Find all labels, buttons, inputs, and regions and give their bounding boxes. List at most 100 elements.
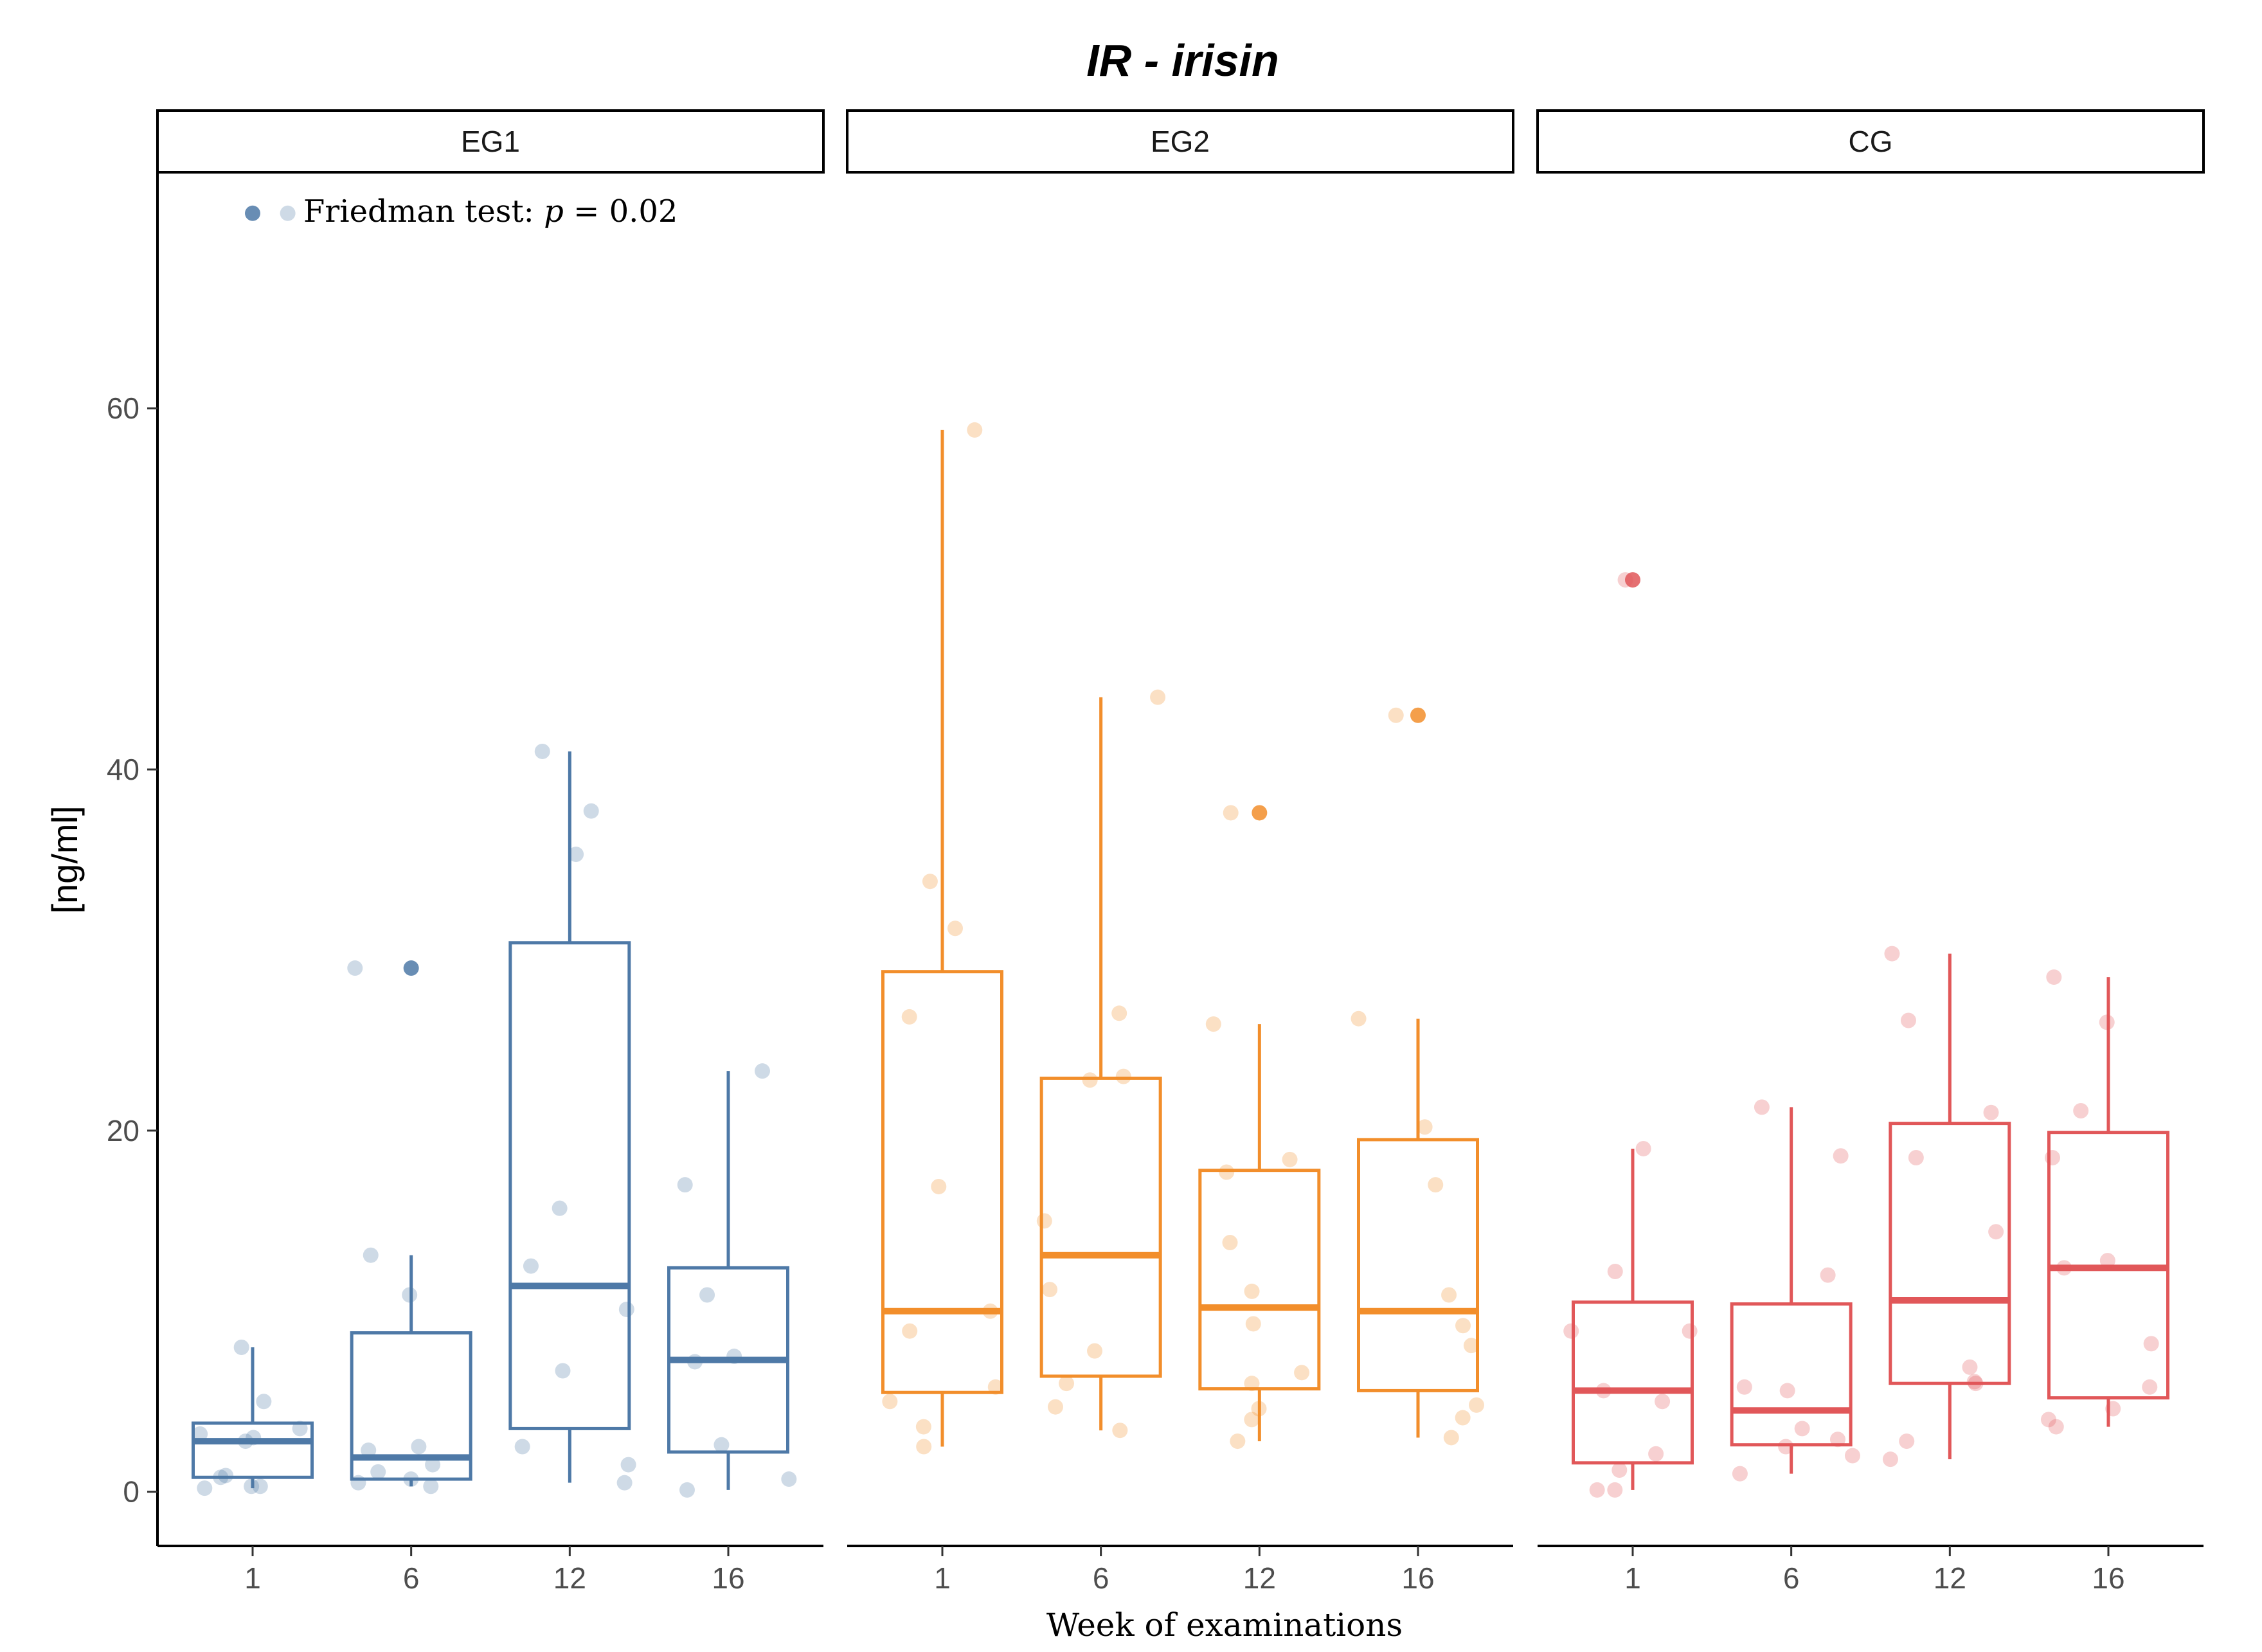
data-point: [616, 1475, 633, 1491]
data-point: [947, 920, 964, 937]
data-point: [726, 1349, 742, 1365]
x-axis-label: Week of examinations: [1046, 1606, 1403, 1644]
panel-cg: CG1 6 12 16: [1536, 109, 2205, 1595]
data-point: [1595, 1383, 1611, 1399]
data-point: [1607, 1264, 1623, 1279]
data-point: [922, 874, 938, 890]
data-point: [687, 1354, 703, 1370]
data-point: [1112, 1423, 1128, 1439]
data-point: [1966, 1374, 1982, 1390]
data-point: [1244, 1283, 1260, 1299]
box-eg2-week-12: [1198, 1169, 1321, 1391]
data-point: [1908, 1150, 1924, 1166]
data-point: [1884, 946, 1900, 962]
data-point: [1983, 1104, 1999, 1120]
data-point: [1468, 1397, 1484, 1413]
y-tick-label: 60: [107, 391, 139, 425]
data-point: [1251, 1401, 1267, 1417]
data-point: [514, 1439, 530, 1455]
strip-eg1: [156, 109, 825, 174]
data-point: [1882, 1451, 1898, 1468]
strip-label: EG2: [1151, 125, 1210, 158]
data-point: [1244, 1412, 1260, 1428]
data-point: [1443, 1430, 1459, 1446]
data-point: [1900, 1012, 1916, 1028]
data-point: [781, 1471, 797, 1487]
data-point: [1111, 1005, 1127, 1021]
data-point: [1829, 1432, 1845, 1448]
data-point: [237, 1433, 253, 1450]
friedman-annotation-prefix: Friedman test:: [303, 193, 544, 229]
box-eg1-week-1: [192, 1421, 314, 1479]
data-point: [1563, 1323, 1579, 1339]
strip-label: EG1: [461, 125, 520, 158]
data-point: [2046, 969, 2062, 985]
data-point: [361, 1442, 377, 1459]
data-point: [1282, 1151, 1298, 1167]
data-point: [280, 205, 296, 221]
strip-label: CG: [1849, 125, 1893, 158]
outlier-point: [1252, 805, 1268, 821]
x-tick-label: 1: [244, 1561, 261, 1595]
data-point: [2040, 1412, 2056, 1428]
data-point: [523, 1258, 539, 1274]
data-point: [2105, 1401, 2121, 1417]
outlier-point: [403, 960, 419, 976]
x-tick-label: 6: [1093, 1561, 1109, 1595]
data-point: [370, 1464, 386, 1480]
data-point: [2044, 1150, 2060, 1166]
data-point: [256, 1394, 272, 1410]
data-point: [1417, 1119, 1433, 1135]
x-tick-label: 16: [1401, 1561, 1434, 1595]
data-point: [2099, 1014, 2115, 1030]
box-cg-week-12: [1889, 1122, 2011, 1385]
data-point: [1635, 1140, 1651, 1156]
outlier-point: [1410, 707, 1426, 723]
outlier-point: [1625, 572, 1640, 588]
data-point: [1351, 1010, 1367, 1027]
data-point: [1736, 1379, 1752, 1395]
data-point: [1042, 1282, 1058, 1298]
data-point: [2143, 1336, 2159, 1352]
box-eg1-week-6: [350, 1331, 472, 1481]
x-tick-label: 1: [1624, 1561, 1641, 1595]
data-point: [2142, 1379, 2158, 1395]
friedman-annotation-suffix: = 0.02: [564, 193, 678, 229]
x-tick-label: 12: [553, 1561, 586, 1595]
data-point: [197, 1480, 213, 1496]
y-axis-label: [ng/ml]: [44, 805, 85, 913]
data-point: [568, 847, 584, 863]
data-point: [1219, 1164, 1235, 1180]
data-point: [403, 1471, 419, 1487]
data-point: [192, 1426, 208, 1442]
data-point: [915, 1419, 931, 1435]
box-cg-week-6: [1730, 1302, 1853, 1447]
data-point: [1682, 1323, 1698, 1339]
data-point: [1455, 1410, 1471, 1426]
data-point: [901, 1009, 917, 1025]
data-point: [699, 1287, 715, 1303]
data-point: [677, 1177, 693, 1193]
data-point: [1648, 1446, 1664, 1462]
x-tick-label: 16: [2092, 1561, 2124, 1595]
data-point: [916, 1439, 932, 1455]
data-point: [1899, 1433, 1915, 1450]
data-point: [982, 1303, 998, 1319]
data-point: [423, 1478, 439, 1495]
data-point: [213, 1469, 229, 1486]
data-point: [1779, 1383, 1795, 1399]
data-point: [218, 1468, 234, 1484]
data-point: [1082, 1072, 1098, 1088]
friedman-annotation-var: p: [544, 193, 564, 229]
data-point: [967, 422, 983, 438]
x-tick-label: 12: [1934, 1561, 1966, 1595]
data-point: [347, 960, 363, 976]
data-point: [1794, 1421, 1810, 1437]
data-point: [1820, 1267, 1836, 1283]
data-point: [552, 1200, 568, 1216]
data-point: [534, 743, 550, 759]
